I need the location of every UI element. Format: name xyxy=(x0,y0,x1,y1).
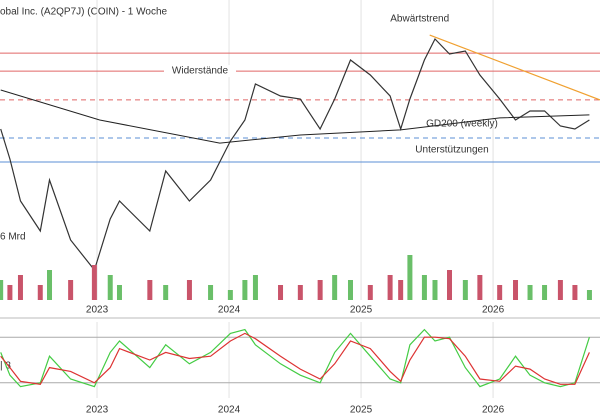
volume-bar xyxy=(447,270,453,300)
volume-bar xyxy=(317,280,323,300)
volume-bar xyxy=(147,280,153,300)
series-line xyxy=(0,328,590,388)
gd200-line xyxy=(0,89,590,144)
volume-bar xyxy=(7,285,13,300)
level-label: Widerstände xyxy=(172,66,229,77)
volume-bar xyxy=(208,285,214,300)
label-bg xyxy=(164,65,236,78)
volume-bar xyxy=(367,285,373,300)
x-tick-label: 2026 xyxy=(482,405,505,416)
x-tick-label: 2023 xyxy=(86,405,109,416)
volume-bar xyxy=(572,285,578,300)
volume-bar xyxy=(398,280,404,300)
volume-bar xyxy=(47,270,53,300)
volume-bar xyxy=(68,280,74,300)
volume-bar xyxy=(542,285,548,300)
volume-bar xyxy=(17,275,23,300)
volume-bar xyxy=(163,285,169,300)
volume-bar xyxy=(421,275,427,300)
volume-bar xyxy=(586,290,592,300)
volume-bar xyxy=(116,285,122,300)
volume-bar xyxy=(37,285,43,300)
trend-line xyxy=(429,34,600,101)
volume-bar xyxy=(407,255,413,300)
volume-bar xyxy=(227,290,233,300)
volume-bar xyxy=(477,275,483,300)
x-tick-label: 2024 xyxy=(218,305,241,316)
volume-bar xyxy=(387,275,393,300)
volume-bar xyxy=(252,275,258,300)
x-tick-label: 2023 xyxy=(86,305,109,316)
label-bg xyxy=(416,144,488,156)
volume-bar xyxy=(91,265,97,300)
volume-bar xyxy=(513,280,519,300)
x-tick-label: 2025 xyxy=(350,405,373,416)
series-line xyxy=(0,332,590,385)
volume-bar xyxy=(347,280,353,300)
gd200-label: GD200 (weekly) xyxy=(426,119,498,130)
x-tick-label: 2026 xyxy=(482,305,505,316)
volume-label: 6 Mrd xyxy=(0,232,26,243)
volume-bar xyxy=(557,280,563,300)
chart-title: obal Inc. (A2QP7J) (COIN) - 1 Woche xyxy=(0,7,168,18)
volume-bar xyxy=(497,285,503,300)
trend-label: Abwärtstrend xyxy=(390,14,449,25)
volume-bar xyxy=(0,280,4,300)
volume-bar xyxy=(107,275,113,300)
series-line xyxy=(0,37,590,272)
x-tick-label: 2025 xyxy=(350,305,373,316)
volume-bar xyxy=(527,285,533,300)
volume-bar xyxy=(332,275,338,300)
volume-bar xyxy=(278,285,284,300)
volume-bar xyxy=(432,280,438,300)
volume-bar xyxy=(186,280,192,300)
x-tick-label: 2024 xyxy=(218,405,241,416)
volume-bar xyxy=(297,285,303,300)
volume-bar xyxy=(462,280,468,300)
volume-bar xyxy=(242,280,248,300)
level-label: Unterstützungen xyxy=(415,145,488,156)
